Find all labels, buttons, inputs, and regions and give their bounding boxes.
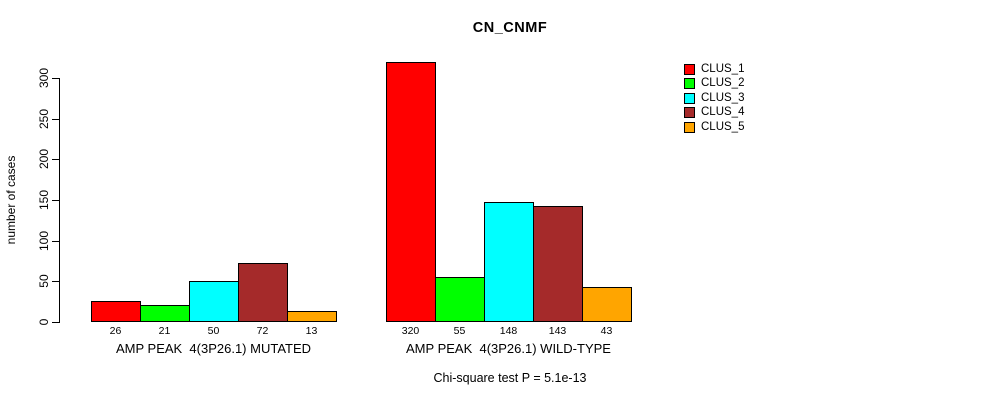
y-axis-tick-label: 250 bbox=[37, 108, 51, 129]
bar-value-label: 50 bbox=[207, 325, 220, 337]
legend: CLUS_1 CLUS_2 CLUS_3 CLUS_4 CLUS_5 bbox=[684, 62, 744, 135]
bar-clus_5-group2 bbox=[582, 287, 632, 322]
legend-item-clus_3: CLUS_3 bbox=[684, 91, 744, 106]
legend-label: CLUS_2 bbox=[701, 77, 745, 90]
bar-clus_1-group1 bbox=[91, 301, 141, 322]
bar-clus_3-group2 bbox=[484, 202, 534, 322]
legend-label: CLUS_1 bbox=[701, 62, 745, 75]
y-axis-tick-label: 100 bbox=[37, 230, 51, 251]
y-axis-label: number of cases bbox=[4, 155, 18, 245]
legend-item-clus_2: CLUS_2 bbox=[684, 77, 744, 92]
legend-item-clus_4: CLUS_4 bbox=[684, 106, 744, 121]
chart-title: CN_CNMF bbox=[472, 20, 548, 36]
bar-clus_5-group1 bbox=[287, 311, 337, 322]
legend-swatch bbox=[684, 107, 695, 119]
bar-clus_1-group2 bbox=[386, 62, 436, 322]
bar-value-label: 72 bbox=[256, 325, 269, 337]
bar-clus_4-group2 bbox=[533, 206, 583, 322]
y-axis-tick-label: 200 bbox=[37, 149, 51, 170]
y-axis-tick bbox=[52, 78, 59, 79]
legend-item-clus_1: CLUS_1 bbox=[684, 62, 744, 77]
y-axis-tick-label: 0 bbox=[37, 318, 51, 326]
bar-clus_3-group1 bbox=[189, 281, 239, 322]
bar-clus_2-group1 bbox=[140, 305, 190, 322]
legend-item-clus_5: CLUS_5 bbox=[684, 120, 744, 135]
bar-clus_4-group1 bbox=[238, 263, 288, 322]
legend-swatch bbox=[684, 121, 695, 133]
legend-swatch bbox=[684, 92, 695, 104]
bar-value-label: 13 bbox=[305, 325, 318, 337]
bar-value-label: 55 bbox=[453, 325, 466, 337]
bar-value-label: 320 bbox=[401, 325, 420, 337]
x-axis-group-label: AMP PEAK 4(3P26.1) MUTATED bbox=[115, 341, 312, 356]
bar-value-label: 143 bbox=[548, 325, 567, 337]
y-axis-tick bbox=[52, 322, 59, 323]
y-axis-tick-label: 50 bbox=[37, 274, 51, 289]
y-axis-tick bbox=[52, 281, 59, 283]
bar-value-label: 26 bbox=[109, 325, 122, 337]
bar-value-label: 43 bbox=[600, 325, 613, 337]
legend-swatch bbox=[684, 63, 695, 75]
y-axis-tick bbox=[52, 159, 59, 161]
bar-value-label: 21 bbox=[158, 325, 171, 337]
y-axis-tick-label: 300 bbox=[37, 67, 51, 89]
legend-swatch bbox=[684, 78, 695, 90]
y-axis-tick bbox=[52, 118, 59, 120]
legend-label: CLUS_3 bbox=[701, 91, 745, 104]
legend-label: CLUS_5 bbox=[701, 120, 745, 133]
x-axis-group-label: AMP PEAK 4(3P26.1) WILD-TYPE bbox=[406, 341, 611, 356]
y-axis-line bbox=[59, 78, 60, 323]
legend-label: CLUS_4 bbox=[701, 106, 745, 119]
y-axis-tick bbox=[52, 240, 59, 242]
bar-clus_2-group2 bbox=[435, 277, 485, 322]
bar-value-label: 148 bbox=[499, 325, 518, 337]
y-axis-tick-label: 150 bbox=[37, 189, 51, 211]
chi-square-annotation: Chi-square test P = 5.1e-13 bbox=[433, 371, 587, 385]
y-axis-tick bbox=[52, 200, 59, 201]
